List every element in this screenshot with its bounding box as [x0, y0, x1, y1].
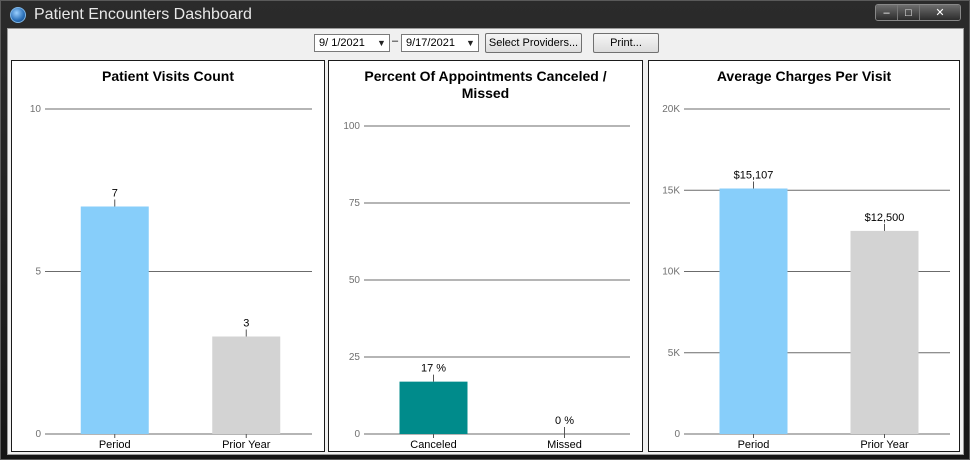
app-icon — [10, 7, 26, 23]
window-title: Patient Encounters Dashboard — [34, 6, 252, 23]
maximize-icon[interactable]: □ — [898, 5, 920, 20]
end-date-picker[interactable]: 9/17/2021 ▼ — [401, 34, 479, 52]
patient-visits-chart: 0 5 10 7 Period 3 Prior Year — [30, 104, 312, 451]
y-tick-label: 0 — [354, 429, 360, 440]
close-icon[interactable]: ✕ — [920, 5, 960, 20]
y-tick-label: 10K — [662, 267, 680, 278]
x-tick-label: Prior Year — [860, 439, 909, 451]
y-tick-label: 10 — [30, 104, 42, 115]
bar — [719, 188, 788, 434]
y-tick-label: 25 — [349, 352, 361, 363]
start-date-value: 9/ 1/2021 — [319, 37, 365, 49]
x-tick-label: Prior Year — [222, 439, 271, 451]
x-tick-label: Period — [99, 439, 131, 451]
client-area: 9/ 1/2021 ▼ – 9/17/2021 ▼ Select Provide… — [7, 28, 964, 455]
x-tick-label: Missed — [547, 439, 582, 451]
y-tick-label: 0 — [35, 429, 41, 440]
title-bar[interactable]: Patient Encounters Dashboard – □ ✕ — [1, 1, 969, 27]
bar — [850, 230, 919, 434]
canceled-missed-panel: Percent Of Appointments Canceled / Misse… — [328, 60, 643, 452]
y-tick-label: 15K — [662, 185, 680, 196]
average-charges-panel: Average Charges Per Visit 0 5K 10K 15K 20K $1… — [648, 60, 960, 452]
chevron-down-icon[interactable]: ▼ — [466, 38, 475, 48]
data-label: 7 — [112, 188, 118, 200]
print-button[interactable]: Print... — [593, 33, 659, 53]
toolbar: 9/ 1/2021 ▼ – 9/17/2021 ▼ Select Provide… — [8, 29, 963, 59]
start-date-picker[interactable]: 9/ 1/2021 ▼ — [314, 34, 390, 52]
bar — [399, 381, 468, 434]
data-label: $12,500 — [865, 212, 905, 224]
data-label: 17 % — [421, 363, 446, 375]
window-controls: – □ ✕ — [875, 4, 961, 21]
patient-visits-panel: Patient Visits Count 0 5 10 7 Period 3 Prior Y… — [11, 60, 325, 452]
average-charges-chart: 0 5K 10K 15K 20K $15,107 Period $12,500 Prior Ye… — [662, 104, 950, 451]
y-tick-label: 5K — [668, 348, 681, 359]
bar — [212, 336, 281, 434]
select-providers-button[interactable]: Select Providers... — [485, 33, 582, 53]
date-separator: – — [392, 35, 399, 47]
data-label: $15,107 — [734, 170, 774, 182]
y-tick-label: 75 — [349, 198, 361, 209]
chart-title: Average Charges Per Visit — [716, 68, 892, 84]
y-tick-label: 50 — [349, 275, 361, 286]
chevron-down-icon[interactable]: ▼ — [377, 38, 386, 48]
y-tick-label: 20K — [662, 104, 680, 115]
canceled-missed-chart: 0 25 50 75 100 17 % Canceled 0 % Missed — [343, 121, 630, 451]
data-label: 3 — [243, 318, 249, 330]
x-tick-label: Canceled — [410, 439, 456, 451]
x-tick-label: Period — [738, 439, 770, 451]
y-tick-label: 100 — [343, 121, 360, 132]
data-label: 0 % — [555, 415, 574, 427]
chart-title: Percent Of Appointments Canceled / Misse… — [364, 68, 607, 101]
minimize-icon[interactable]: – — [876, 5, 898, 20]
end-date-value: 9/17/2021 — [406, 37, 455, 49]
bar — [80, 206, 149, 434]
chart-title: Patient Visits Count — [102, 68, 234, 84]
y-tick-label: 5 — [35, 267, 41, 278]
y-tick-label: 0 — [674, 429, 680, 440]
